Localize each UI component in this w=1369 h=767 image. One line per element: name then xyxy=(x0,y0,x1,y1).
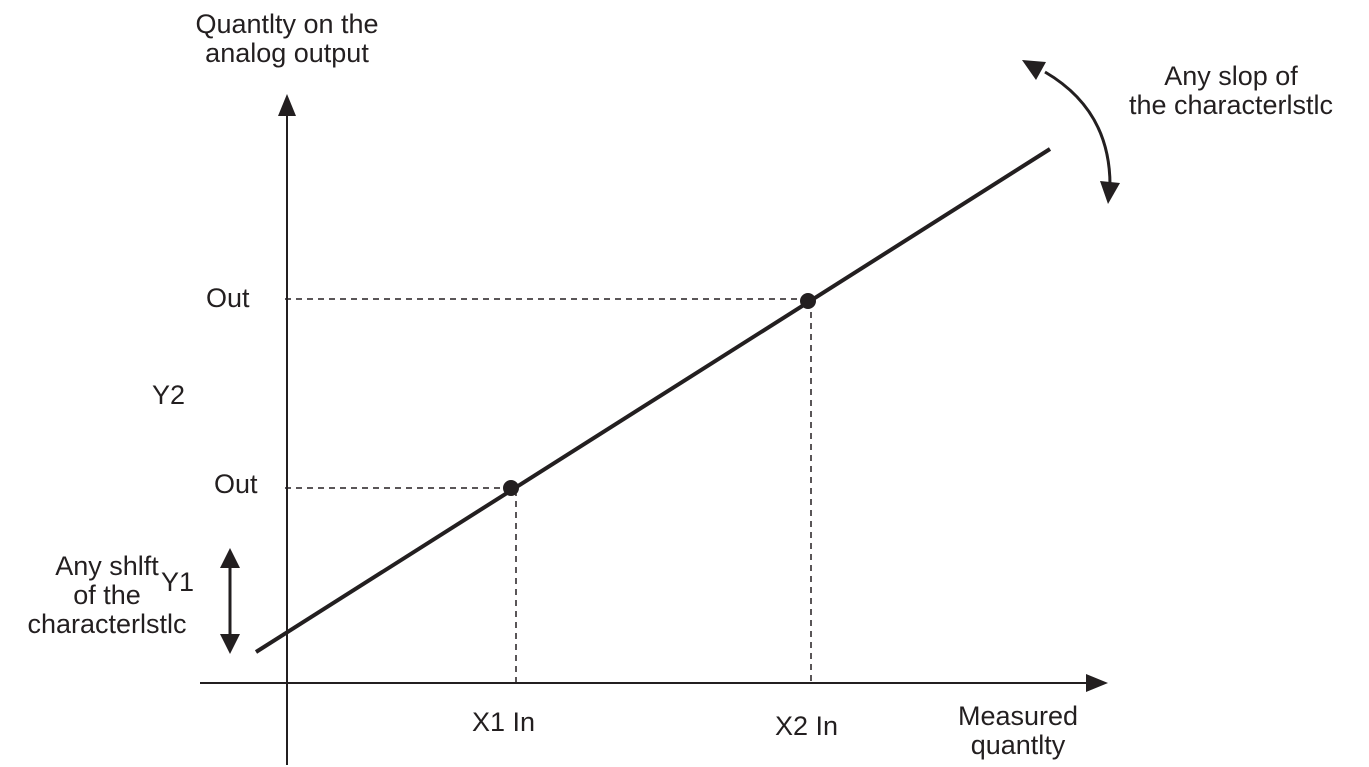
x-axis-label: Measured quantlty xyxy=(957,701,1079,760)
slope-arrow-curve xyxy=(1044,70,1112,186)
point-x1-out xyxy=(503,480,519,496)
shift-arrow-down-head xyxy=(220,634,240,654)
y2-label: Y2 xyxy=(152,380,186,410)
shift-label: Any shlft of the characterlstlc xyxy=(27,551,187,639)
shift-arrow-up-head xyxy=(220,548,240,568)
out-lower-label: Out xyxy=(214,469,258,499)
y-axis-arrowhead xyxy=(278,94,296,116)
y1-label: Y1 xyxy=(161,567,195,597)
out-upper-label: Out xyxy=(206,283,250,313)
point-x2-out xyxy=(800,293,816,309)
x-axis-arrowhead xyxy=(1086,674,1108,692)
slope-arrow-bottom-head xyxy=(1100,181,1120,204)
slope-arrow-top-head xyxy=(1022,60,1046,80)
x2-label: X2 In xyxy=(775,711,839,741)
y-axis-label: Quantlty on the analog output xyxy=(195,9,379,68)
x1-label: X1 In xyxy=(472,707,536,737)
slope-label: Any slop of the characterlstlc xyxy=(1128,61,1334,120)
characteristic-line xyxy=(254,147,1052,654)
